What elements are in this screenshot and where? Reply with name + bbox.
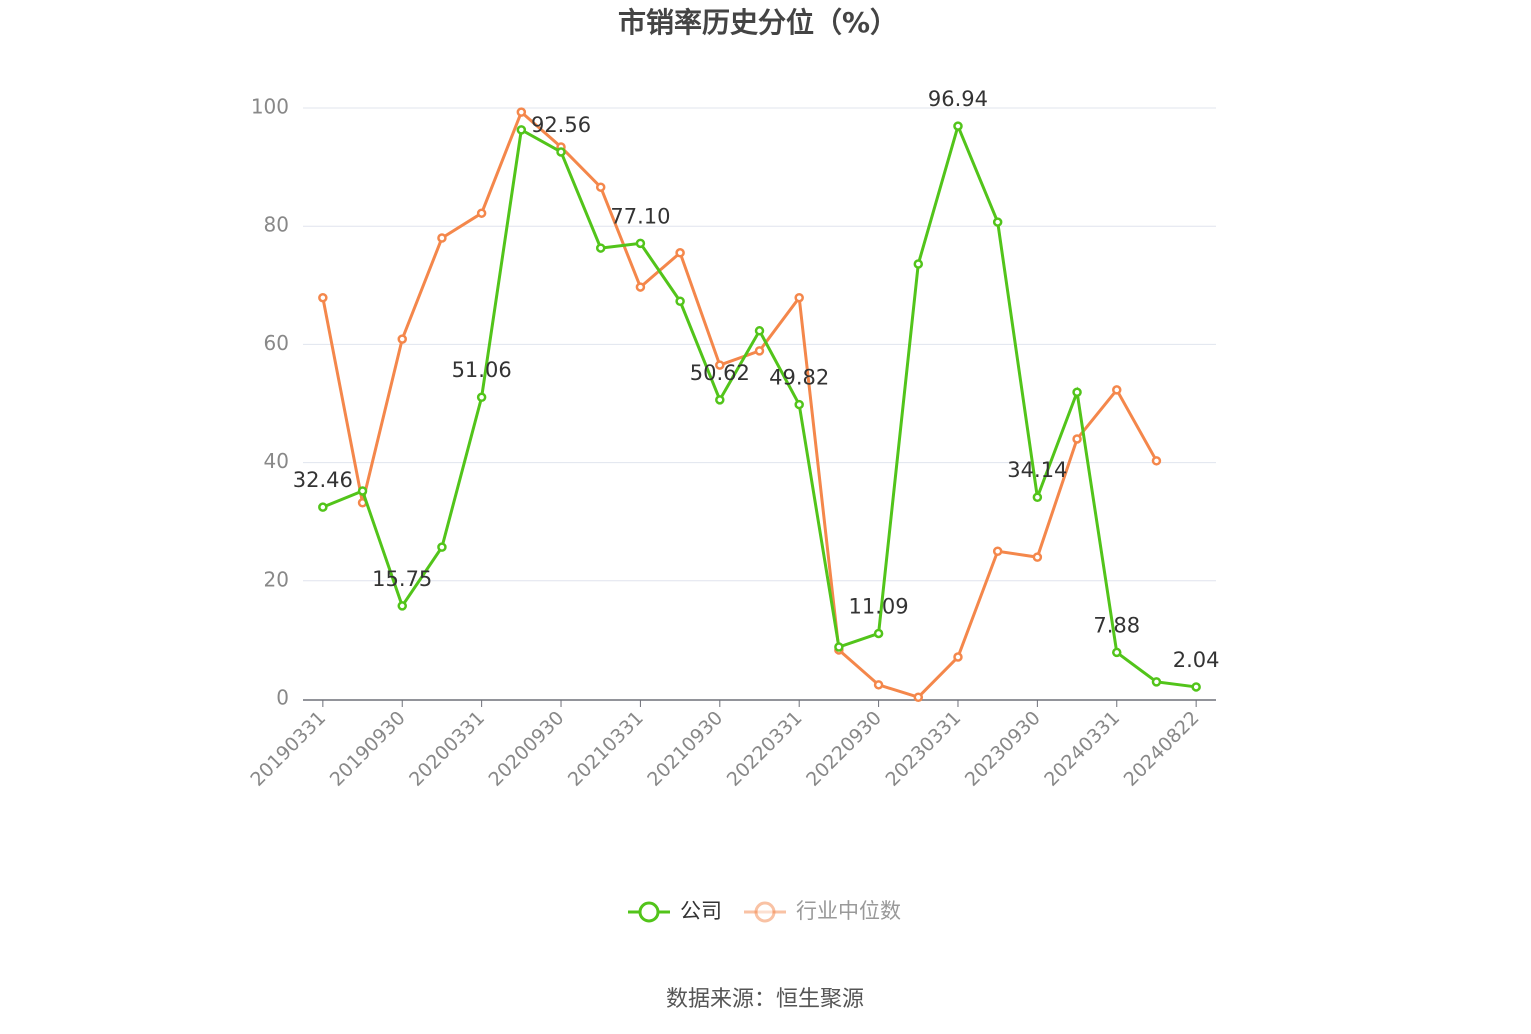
- data-point: [635, 238, 646, 249]
- data-point: [1072, 387, 1082, 398]
- data-point: [1032, 552, 1043, 562]
- data-point: [754, 346, 765, 356]
- legend-label: 行业中位数: [796, 899, 901, 923]
- x-tick-label: 20220331: [723, 707, 807, 791]
- data-point: [992, 546, 1003, 556]
- data-point: [675, 248, 685, 258]
- data-point: [953, 652, 963, 662]
- x-tick-label: 20190331: [246, 707, 330, 791]
- legend-icon: [638, 901, 660, 923]
- data-point: [476, 392, 487, 402]
- data-label: 2.04: [1173, 648, 1220, 672]
- y-tick-label: 0: [276, 686, 289, 710]
- data-point: [1191, 682, 1201, 692]
- x-tick-label: 20240331: [1040, 707, 1124, 791]
- data-label: 77.10: [610, 204, 670, 228]
- data-point: [873, 680, 884, 690]
- data-point: [992, 217, 1003, 227]
- data-point: [516, 107, 527, 117]
- data-label: 92.56: [531, 113, 591, 137]
- data-label: 7.88: [1093, 613, 1140, 637]
- data-label: 50.62: [690, 361, 750, 385]
- data-point: [437, 233, 447, 243]
- data-point: [318, 292, 328, 303]
- x-tick-label: 20200930: [484, 707, 568, 791]
- data-point: [754, 326, 765, 336]
- data-label: 34.14: [1007, 458, 1067, 482]
- data-point: [715, 395, 725, 405]
- source: 数据来源：恒生聚源: [666, 987, 864, 1012]
- data-point: [834, 642, 844, 652]
- x-tick-label: 20190930: [326, 707, 410, 791]
- y-tick-label: 20: [264, 567, 289, 591]
- data-label: 15.75: [372, 567, 432, 591]
- data-point: [1151, 456, 1162, 466]
- series-line: [321, 109, 1158, 699]
- data-point: [437, 542, 447, 552]
- x-tick-label: 20200331: [405, 707, 489, 791]
- data-point: [1032, 492, 1043, 502]
- x-tick-label: 20210331: [564, 707, 648, 791]
- data-point: [595, 182, 606, 192]
- y-tick-label: 80: [264, 213, 289, 237]
- data-point: [595, 243, 606, 253]
- data-point: [476, 208, 487, 218]
- data-label: 32.46: [293, 468, 353, 492]
- data-point: [397, 601, 407, 611]
- data-point: [357, 486, 368, 496]
- data-point: [635, 282, 646, 292]
- series-line: [322, 121, 1197, 689]
- chart-title: 市销率历史分位（%）: [618, 6, 898, 39]
- x-tick-label: 20210930: [643, 707, 727, 791]
- data-point: [873, 628, 884, 639]
- data-point: [913, 692, 924, 702]
- x-tick-label: 20230331: [881, 707, 965, 791]
- data-point: [556, 147, 566, 157]
- data-point: [1112, 647, 1122, 658]
- data-label: 49.82: [769, 366, 829, 390]
- data-point: [318, 502, 328, 512]
- data-point: [953, 121, 963, 131]
- y-tick-label: 60: [264, 331, 289, 355]
- legend-label: 公司: [680, 899, 722, 923]
- data-label: 96.94: [928, 87, 988, 111]
- data-point: [794, 399, 804, 410]
- data-point: [397, 334, 407, 344]
- data-point: [1151, 677, 1162, 687]
- x-tick-label: 20240822: [1120, 707, 1204, 791]
- data-point: [1072, 434, 1082, 444]
- data-point: [675, 296, 685, 307]
- data-label: 51.06: [452, 358, 512, 382]
- y-tick-label: 40: [264, 449, 289, 473]
- data-point: [715, 360, 725, 370]
- data-point: [516, 125, 527, 135]
- data-label: 11.09: [849, 594, 909, 618]
- x-tick-label: 20230930: [961, 707, 1045, 791]
- data-point: [913, 259, 924, 269]
- x-tick-label: 20220930: [802, 707, 886, 791]
- y-tick-label: 100: [251, 95, 289, 119]
- data-point: [794, 292, 804, 303]
- data-point: [1112, 385, 1122, 395]
- legend-icon: [754, 901, 776, 923]
